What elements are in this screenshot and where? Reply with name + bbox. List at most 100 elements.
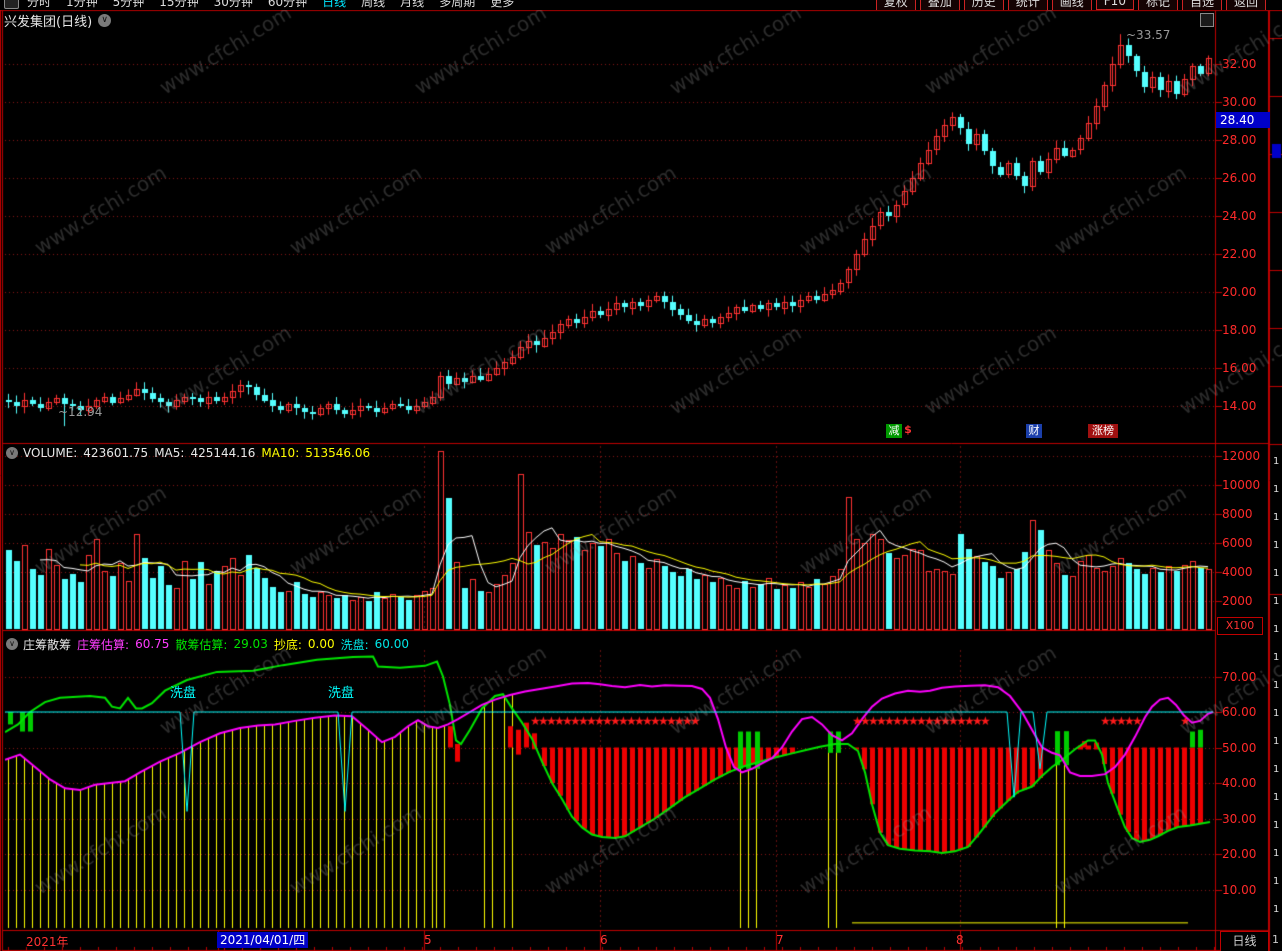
axis-tick-label: 70.00	[1222, 669, 1257, 684]
low-price-annotation: ~12.94	[58, 405, 103, 419]
axis-tick-label: 32.00	[1222, 57, 1257, 71]
strip-digit: 1	[1273, 848, 1280, 859]
period-item[interactable]: 分时	[27, 0, 52, 9]
toolbar-button[interactable]: 历史	[963, 0, 1004, 10]
ma10-value: 513546.06	[305, 446, 371, 460]
axis-tick-label: 28.00	[1222, 133, 1257, 147]
axis-tick-label: 30.00	[1222, 95, 1257, 109]
strip-digit: 1	[1273, 820, 1280, 831]
date-label: 2021/04/01/四	[217, 932, 309, 948]
chevron-down-icon[interactable]: ∨	[6, 638, 18, 650]
strip-digit: 1	[1273, 568, 1280, 579]
toolbar-button[interactable]: 统计	[1007, 0, 1048, 10]
period-item[interactable]: 15分钟	[159, 0, 199, 9]
date-label: 2021年	[26, 935, 69, 949]
axis-tick-label: 60.00	[1222, 705, 1257, 719]
panel-toggle-icon[interactable]	[1200, 13, 1214, 27]
volume-unit-label: X100	[1217, 617, 1263, 635]
strip-digit: 1	[1273, 512, 1280, 523]
period-item[interactable]: 30分钟	[213, 0, 253, 9]
axis-tick-label: 20.00	[1222, 847, 1257, 861]
period-box[interactable]: 日线	[1220, 931, 1269, 951]
indicator-panel-header: ∨ 庄筹散筹 庄筹估算: 60.75 散筹估算: 29.03 抄底: 0.00 …	[6, 636, 415, 652]
strip-digit: 1	[1273, 792, 1280, 803]
finance-report-badge[interactable]: 财	[1026, 424, 1042, 438]
axis-tick-label: 8000	[1222, 507, 1253, 522]
axis-tick-label: 6000	[1222, 536, 1253, 551]
stock-title: 兴发集团(日线)	[4, 14, 93, 30]
period-item[interactable]: 周线	[361, 0, 386, 9]
strip-digit: 1	[1273, 652, 1280, 663]
axis-tick-label: 24.00	[1222, 209, 1257, 223]
toolbar-button[interactable]: F10	[1095, 0, 1134, 10]
volume-panel-header: ∨ VOLUME: 423601.75 MA5: 425144.16 MA10:…	[6, 445, 376, 461]
strip-digit: 1	[1273, 456, 1280, 467]
wash-label-1: 洗盘	[170, 686, 197, 701]
price-tag: 28.40	[1216, 112, 1270, 128]
window-icon[interactable]	[4, 0, 19, 9]
volume-value: 423601.75	[83, 446, 149, 460]
axis-tick-label: 22.00	[1222, 247, 1257, 261]
zhuchou-label: 庄筹估算:	[77, 637, 130, 652]
period-item[interactable]: 1分钟	[66, 0, 98, 9]
period-menu: 分时 1分钟 5分钟 15分钟 30分钟 60分钟 日线 周线 月线 多周期 更多	[27, 0, 529, 10]
sanchou-value: 29.03	[233, 637, 268, 651]
toolbar-button[interactable]: 标记	[1137, 0, 1178, 10]
period-item[interactable]: 日线	[322, 0, 347, 9]
period-item[interactable]: 月线	[400, 0, 425, 9]
strip-digit: 1	[1273, 680, 1280, 691]
toolbar-right-buttons: 复权 叠加 历史 统计 画线 F10 标记 自选 返回	[872, 0, 1266, 10]
toolbar-button[interactable]: 自选	[1181, 0, 1222, 10]
strip-digit: 1	[1273, 540, 1280, 551]
period-item[interactable]: 更多	[490, 0, 515, 9]
date-label: 8	[956, 933, 964, 947]
top-menu-bar: 分时 1分钟 5分钟 15分钟 30分钟 60分钟 日线 周线 月线 多周期 更多 复权 叠加 历史 统计…	[0, 0, 1282, 10]
toolbar-button[interactable]: 叠加	[919, 0, 960, 10]
strip-digit: 1	[1273, 736, 1280, 747]
strip-digit: 1	[1273, 624, 1280, 635]
toolbar-button[interactable]: 复权	[875, 0, 916, 10]
high-price-annotation: ~33.57	[1126, 28, 1171, 42]
strip-digit: 1	[1273, 764, 1280, 775]
period-item[interactable]: 多周期	[439, 0, 476, 9]
reduce-holding-badge[interactable]: 减	[886, 424, 902, 438]
axis-tick-label: 4000	[1222, 565, 1253, 580]
period-item[interactable]: 5分钟	[112, 0, 145, 9]
axis-tick-label: 16.00	[1222, 361, 1257, 375]
xipan-value: 60.00	[374, 637, 409, 651]
chevron-down-icon[interactable]: ∨	[6, 447, 18, 459]
ma10-label: MA10:	[261, 446, 300, 460]
chevron-down-icon[interactable]: ∨	[98, 13, 112, 27]
axis-tick-label: 40.00	[1222, 776, 1257, 790]
strip-digit: 1	[1273, 708, 1280, 719]
axis-tick-label: 18.00	[1222, 323, 1257, 337]
money-icon: $	[904, 423, 912, 436]
strip-digit: 1	[1273, 596, 1280, 607]
limit-up-rank-badge[interactable]: 涨榜	[1088, 424, 1118, 438]
toolbar-button[interactable]: 返回	[1225, 0, 1266, 10]
ma5-value: 425144.16	[190, 446, 256, 460]
axis-tick-label: 14.00	[1222, 399, 1257, 413]
axis-tick-label: 10.00	[1222, 882, 1257, 897]
indicator-name: 庄筹散筹	[23, 637, 72, 652]
axis-tick-label: 10000	[1222, 478, 1261, 493]
wash-label-2: 洗盘	[328, 686, 355, 701]
axis-tick-label: 2000	[1222, 594, 1253, 609]
axis-tick-label: 50.00	[1222, 740, 1257, 755]
zhuchou-value: 60.75	[135, 637, 170, 651]
volume-label: VOLUME:	[23, 446, 78, 460]
chaodi-label: 抄底:	[273, 637, 302, 652]
period-item[interactable]: 60分钟	[267, 0, 308, 9]
title-row: 兴发集团(日线) ∨	[4, 11, 112, 30]
axis-tick-label: 12000	[1222, 449, 1261, 464]
sanchou-label: 散筹估算:	[175, 637, 228, 652]
toolbar-button[interactable]: 画线	[1051, 0, 1092, 10]
strip-digit: 1	[1273, 904, 1280, 915]
ma5-label: MA5:	[154, 446, 185, 460]
date-label: 7	[776, 933, 784, 947]
chaodi-value: 0.00	[307, 637, 335, 651]
axis-tick-label: 30.00	[1222, 811, 1257, 826]
date-label: 6	[600, 933, 608, 947]
